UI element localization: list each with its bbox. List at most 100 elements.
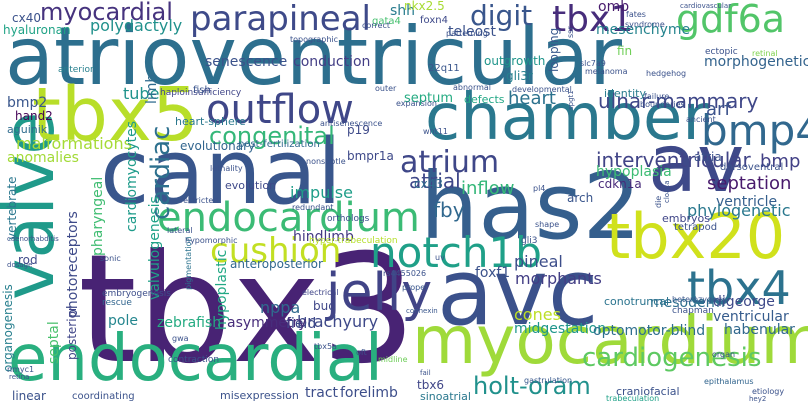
word-teleost: teleost <box>448 24 496 40</box>
word-rescue: embryogenesis <box>102 289 171 299</box>
word-post-fertilization: post-fertilization <box>238 139 320 150</box>
word-phylogenetic: phylogenetic <box>687 201 791 220</box>
word-connexin: proper <box>402 283 429 292</box>
word-bud: bud <box>313 299 336 313</box>
word-nkx2.5: nkx2.5 <box>404 0 445 13</box>
word-cx40: cx40 <box>12 11 41 25</box>
word-looping: looping <box>547 27 561 72</box>
word-mesoderm: mesoderm <box>650 295 725 311</box>
word-organogenesis: organogenesis <box>1 284 15 372</box>
word-tube: tube <box>123 84 160 103</box>
word-parapineal: parapineal <box>190 0 372 39</box>
word-has2: has2 <box>420 153 642 260</box>
word-nppa: nppa <box>260 298 301 317</box>
word-lethality: retinal <box>752 49 778 58</box>
word-dosage: expansion <box>396 99 437 108</box>
word-slc7a9: syndrome <box>625 20 665 29</box>
word-retina: abnormal <box>453 83 492 92</box>
word-linear: linear <box>12 389 46 403</box>
word-haploinsufficiency: heart-sphere <box>175 115 246 128</box>
word-fish: anterior <box>58 65 94 75</box>
word-bmp2: bmp2 <box>7 95 48 111</box>
word-zebrafish: zebrafish <box>157 315 222 331</box>
word-embryos: embryos <box>662 212 710 225</box>
word-endocardium: endocardium <box>157 195 420 241</box>
word-cushion: cushion <box>210 231 342 271</box>
word-syndrome: lethality <box>210 164 243 173</box>
word-cardiovascular: fates <box>626 10 646 19</box>
word-tbx5: tbx5 <box>32 72 199 158</box>
word-endocardial: endocardial <box>8 322 383 396</box>
word-expansion: cardiovascular <box>680 2 732 10</box>
word-rod: rod <box>18 253 38 267</box>
word-atrial: atrial <box>409 169 461 193</box>
word-forelimb: forelimb <box>340 385 398 401</box>
word-tbx1: tbx1 <box>552 0 634 40</box>
word-pole: pole <box>108 313 138 329</box>
word-sonic: rescue <box>102 298 132 308</box>
word-coordinating: etiology <box>752 387 785 396</box>
word-p19: p19 <box>347 123 370 137</box>
word-photoreceptors: photoreceptors <box>65 211 81 318</box>
word-atrium: atrium <box>400 145 500 180</box>
word-gli3: chapman <box>672 306 714 316</box>
word-foxn4: foxn4 <box>420 15 448 26</box>
word-interventricular: interventricular <box>596 148 751 172</box>
word-senescence: senescence <box>205 54 288 70</box>
word-conotruncal: conotruncal <box>604 295 670 308</box>
word-bmpr1a: bmpr1a <box>347 149 394 163</box>
word-bmp: bmp <box>760 151 801 172</box>
word-embryogenesis: rs4455026 <box>383 269 427 278</box>
word-hypoplasia: hypoplasia <box>596 164 672 180</box>
word-gli3r: gli3r <box>506 69 533 83</box>
word-field: field <box>286 316 317 332</box>
word-tract: tract <box>305 385 339 401</box>
word-foxf1: foxf1 <box>475 265 511 281</box>
word-patterning: correct <box>362 21 391 30</box>
word-outflow: outflow <box>206 87 354 133</box>
word-anterior: haploinsufficiency <box>160 88 242 98</box>
word-atrioventricular: atrioventricular <box>5 10 623 103</box>
word-fby: fby <box>433 198 465 222</box>
word-tetrapod: tetrapod <box>674 222 718 233</box>
word-arch: arch <box>567 191 594 205</box>
word-die: uv <box>435 253 445 262</box>
word-ancient: dorsoventral <box>720 162 784 173</box>
word-redundant: hypomorphic <box>185 236 238 245</box>
word-orthologs: midline <box>378 355 408 364</box>
word-ventricular: ventricular <box>713 309 789 325</box>
word-shh: shh <box>390 3 416 19</box>
word-hypomorphic: dosage <box>7 261 33 269</box>
word-septation: septation <box>707 173 792 194</box>
word-cardiomyocytes: cardiomyocytes <box>124 121 140 232</box>
word-optomotor-blind: optomotor-blind <box>593 323 706 339</box>
word-developmental: boundaries <box>640 100 685 109</box>
word-digeorge: digeorge <box>713 294 775 310</box>
word-valvulogenesis: valvulogenesis <box>147 196 163 300</box>
word-spgt1: cloaca <box>663 180 671 203</box>
word-oft: organ <box>712 350 736 359</box>
word-tbx4: tbx4 <box>687 261 791 315</box>
word-anteroposterior: anteroposterior <box>230 257 323 271</box>
word-notch1b: notch1b <box>370 228 542 277</box>
word-canal: canal <box>100 120 342 225</box>
word-midline: heterozygous <box>672 295 727 304</box>
word-habenular: habenular <box>724 322 795 338</box>
word-pl4: outer <box>375 84 397 93</box>
word-gwa: ssr <box>566 26 575 38</box>
word-contraction: gastrulation <box>524 376 573 385</box>
word-heart: heart <box>508 88 556 109</box>
word-lateral: restricted <box>180 196 219 205</box>
word-avc: avc <box>437 239 599 346</box>
word-rs4455026: fish <box>193 85 211 96</box>
word-pineal: pineal <box>514 252 563 271</box>
word-bmp4: bmp4 <box>701 106 808 155</box>
word-failure: melanoma <box>585 67 628 76</box>
word-heterozygous: connexin <box>406 307 438 315</box>
word-fates: antisenescence <box>320 119 383 128</box>
word-identity: identity <box>604 87 646 100</box>
word-inflow: inflow <box>461 178 515 199</box>
word-nmyc1: caenorhabditis <box>7 235 59 243</box>
word-evolutionary: evolutionary <box>180 139 256 153</box>
word-hand2: hand2 <box>15 109 53 123</box>
